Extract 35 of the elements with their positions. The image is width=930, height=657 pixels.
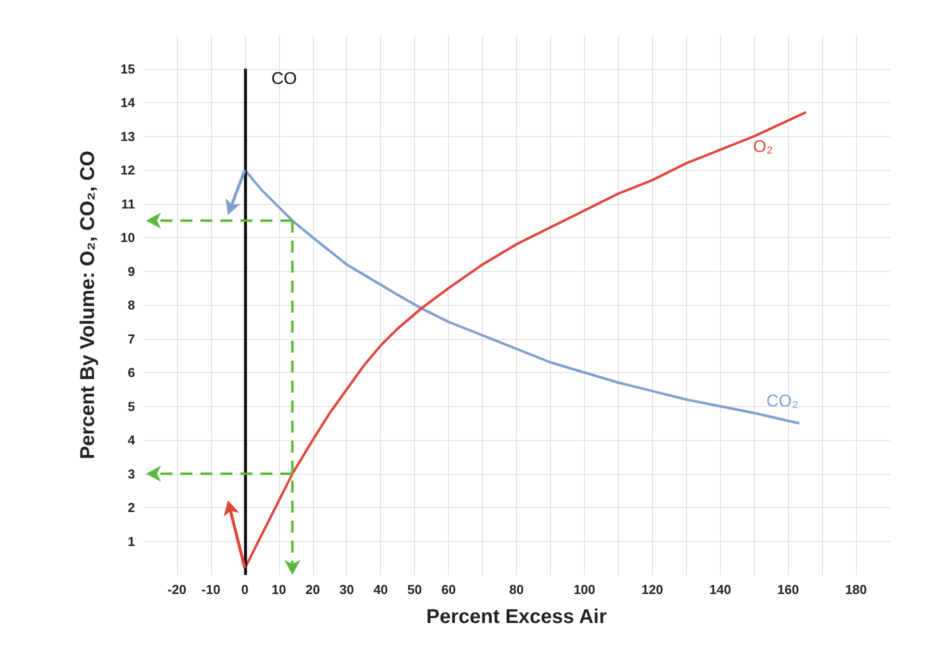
x-tick-label: 60: [441, 582, 456, 597]
x-tick-label: 30: [339, 582, 354, 597]
y-tick-label: 9: [128, 264, 135, 279]
y-tick-label: 13: [120, 128, 135, 144]
x-tick-label: 140: [709, 582, 732, 597]
y-tick-label: 11: [121, 196, 135, 212]
y-axis-title: Percent By Volume: O₂, CO₂, CO: [77, 150, 99, 460]
y-tick-label: 1: [128, 534, 135, 549]
y-tick-label: 3: [128, 466, 135, 482]
x-tick-label: 20: [306, 582, 320, 597]
x-axis-title: Percent Excess Air: [426, 606, 607, 628]
y-tick-label: 12: [120, 162, 135, 178]
y-tick-label: 14: [120, 95, 136, 110]
series-label: O₂: [753, 137, 773, 156]
x-tick-label: 10: [272, 582, 286, 597]
x-tick-label: 40: [373, 582, 388, 597]
x-tick-label: 50: [407, 582, 422, 597]
y-tick-label: 8: [128, 298, 135, 312]
y-tick-label: 7: [128, 331, 135, 346]
y-tick-label: 2: [128, 500, 135, 515]
x-tick-label: 100: [574, 582, 596, 597]
y-tick-label: 4: [128, 432, 136, 448]
series-label: CO₂: [766, 392, 798, 411]
x-tick-label: 120: [641, 582, 664, 597]
y-tick-label: 5: [128, 398, 135, 414]
y-tick-label: 6: [128, 365, 135, 380]
y-tick-label: 10: [120, 230, 135, 245]
x-tick-label: -20: [168, 582, 186, 597]
y-tick-label: 15: [120, 61, 135, 76]
x-tick-label: 180: [845, 582, 867, 597]
ref-line-label: CO: [271, 68, 297, 88]
x-tick-label: -10: [202, 582, 220, 597]
x-tick-label: 160: [777, 582, 799, 597]
x-tick-label: 80: [509, 582, 524, 597]
x-tick-label: 0: [241, 582, 248, 597]
